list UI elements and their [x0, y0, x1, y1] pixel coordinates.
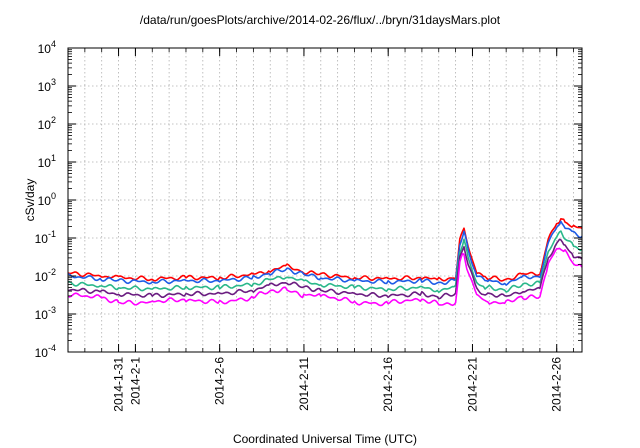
x-tick-label: 2014-2-21 — [465, 357, 479, 412]
x-tick-label: 2014-2-26 — [550, 357, 564, 412]
x-tick-label: 2014-2-16 — [381, 357, 395, 412]
y-tick-label: 102 — [38, 115, 56, 132]
y-tick-label: 10-2 — [35, 267, 56, 284]
series-group — [67, 218, 583, 307]
y-tick-label: 100 — [38, 191, 56, 208]
y-tick-label: 10-1 — [35, 229, 56, 246]
x-tick-label: 2014-2-6 — [213, 357, 227, 405]
y-tick-label: 10-3 — [35, 305, 56, 322]
x-tick-label: 2014-2-11 — [297, 357, 311, 411]
y-tick-label: 103 — [38, 77, 56, 94]
series-line — [67, 220, 583, 286]
x-axis-label: Coordinated Universal Time (UTC) — [233, 432, 417, 446]
y-axis-label: cSv/day — [23, 179, 37, 222]
x-tick-label: 2014-2-1 — [128, 357, 142, 405]
series-line — [67, 218, 583, 282]
y-tick-label: 104 — [38, 39, 56, 56]
ticks: 10-4 10-3 10-2 10-1 100 101 102 103 104 2014-1-31… — [35, 39, 582, 412]
y-tick-label: 10-4 — [35, 343, 56, 360]
chart-title: /data/run/goesPlots/archive/2014-02-26/f… — [140, 13, 501, 27]
y-tick-label: 101 — [38, 153, 56, 170]
x-tick-label: 2014-1-31 — [112, 357, 126, 412]
series-line — [67, 238, 583, 300]
series-line — [67, 230, 583, 294]
series-line — [67, 247, 583, 307]
